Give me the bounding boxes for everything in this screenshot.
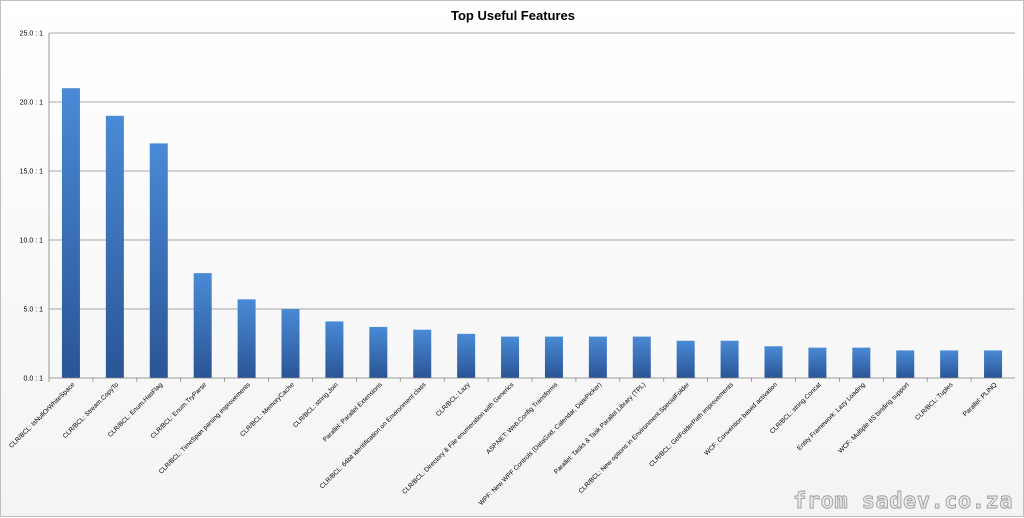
bar <box>896 350 915 378</box>
bar <box>544 336 563 378</box>
x-category-label: ASP.NET: Web.Config Transforms <box>485 381 560 456</box>
y-tick-label: 10.0 : 1 <box>20 238 43 245</box>
x-category-label: CLR/BCL: GetFolderPath improvements <box>648 381 735 468</box>
bar <box>105 115 124 379</box>
x-category-label: CLR/BCL: 64bit identification on Environ… <box>319 381 428 490</box>
chart-title: Top Useful Features <box>451 8 575 23</box>
bar <box>764 346 783 378</box>
axes <box>48 33 1015 379</box>
bar <box>808 347 827 378</box>
y-tick-label: 15.0 : 1 <box>20 169 43 176</box>
x-category-label: CLR/BCL: Tuples <box>914 381 955 422</box>
bar <box>588 336 607 378</box>
bar <box>193 273 212 378</box>
y-axis-tick-labels: 0.0 : 1 5.0 : 1 10.0 : 1 15.0 : 1 20.0 : 1 25… <box>20 31 43 383</box>
bar <box>149 143 168 378</box>
bar <box>501 336 520 378</box>
bar <box>676 340 695 378</box>
x-category-label: Parallel: Tasks & Task Parallel Library … <box>553 381 647 475</box>
x-category-label: Parallel: PLINQ <box>962 381 999 418</box>
y-tick-label: 25.0 : 1 <box>20 31 43 38</box>
bar <box>281 309 300 378</box>
y-tick-label: 5.0 : 1 <box>24 307 44 314</box>
bar <box>852 347 871 378</box>
bar <box>632 336 651 378</box>
y-tick-label: 20.0 : 1 <box>20 100 43 107</box>
x-category-label: CLR/BCL: TimeSpan parsing improvements <box>158 381 253 476</box>
bar <box>940 350 959 378</box>
x-category-label: CLR/BCL: string.Join <box>292 381 340 429</box>
bar <box>984 350 1003 378</box>
y-tick-label: 0.0 : 1 <box>24 376 44 383</box>
x-category-label: WCF: Convention based activation <box>703 381 779 457</box>
bar <box>369 326 388 378</box>
x-category-label: CLR/BCL: Lazy <box>435 381 472 418</box>
bar <box>457 333 476 378</box>
bar <box>720 340 739 378</box>
watermark-text: from sadev.co.za <box>793 489 1013 514</box>
bar <box>413 329 432 378</box>
bars <box>48 88 1003 382</box>
bar <box>61 88 80 378</box>
gridlines <box>49 32 1015 310</box>
x-category-label: WCF: Multiple IIS binding support <box>837 381 911 455</box>
bar <box>325 321 344 378</box>
bar <box>237 299 256 378</box>
